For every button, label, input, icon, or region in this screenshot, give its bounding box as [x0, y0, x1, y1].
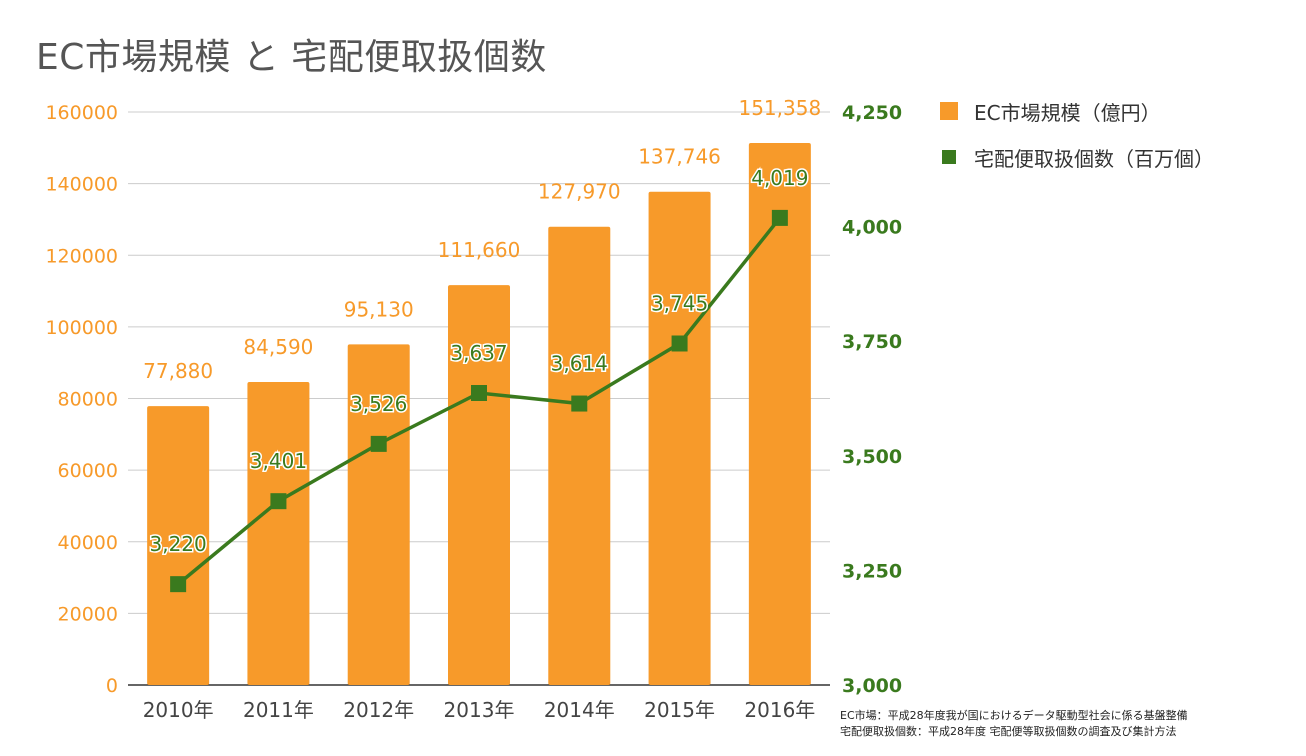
line-point: [170, 576, 187, 593]
left-tick-label: 0: [106, 675, 118, 697]
source-line-ec: EC市場：平成28年度我が国におけるデータ駆動型社会に係る基盤整備: [840, 709, 1188, 722]
x-tick-label: 2011年: [243, 698, 314, 722]
line-point: [671, 335, 688, 352]
line-point: [270, 493, 287, 510]
line-data-label: 3,401: [250, 449, 307, 473]
line-point: [771, 209, 788, 226]
bar-data-label: 127,970: [538, 180, 621, 204]
legend-label-delivery: 宅配便取扱個数（百万個）: [974, 146, 1214, 171]
line-data-label: 4,019: [751, 166, 808, 190]
chart-title: EC市場規模 と 宅配便取扱個数: [36, 37, 547, 78]
line-data-label: 3,614: [551, 352, 608, 376]
left-tick-label: 20000: [58, 603, 118, 625]
bar-data-label: 77,880: [143, 359, 213, 383]
left-tick-label: 80000: [58, 389, 118, 411]
left-tick-label: 140000: [45, 174, 118, 196]
right-tick-label: 4,250: [842, 102, 902, 124]
bar: [648, 191, 711, 685]
right-tick-label: 3,000: [842, 675, 902, 697]
bar-data-label: 111,660: [438, 238, 521, 262]
line-point: [471, 384, 487, 401]
legend-label-ec: EC市場規模（億円）: [974, 100, 1161, 125]
bar: [548, 226, 611, 685]
right-tick-label: 3,250: [842, 560, 902, 582]
right-tick-label: 3,750: [842, 331, 902, 353]
x-tick-label: 2013年: [444, 698, 515, 722]
line-data-label: 3,637: [450, 341, 507, 365]
left-tick-label: 100000: [45, 317, 118, 339]
left-tick-label: 40000: [58, 532, 118, 554]
x-tick-label: 2014年: [544, 698, 615, 722]
bar-data-label: 95,130: [344, 297, 414, 321]
legend-swatch-delivery: [942, 150, 956, 164]
line-data-label: 3,745: [651, 291, 708, 315]
x-tick-label: 2012年: [343, 698, 414, 722]
source-note: EC市場：平成28年度我が国におけるデータ駆動型社会に係る基盤整備 宅配便取扱個…: [840, 708, 1188, 740]
legend-swatch-ec: [940, 102, 958, 120]
bar-data-label: 151,358: [738, 96, 821, 120]
line-data-label: 3,526: [350, 392, 407, 416]
line-point: [370, 435, 387, 452]
bar: [247, 382, 310, 685]
bar: [448, 285, 510, 685]
line-data-label: 3,220: [150, 532, 207, 556]
bar: [748, 142, 811, 685]
left-tick-label: 60000: [58, 460, 118, 482]
bar-data-label: 84,590: [243, 335, 313, 359]
x-tick-label: 2010年: [143, 698, 214, 722]
right-tick-label: 3,500: [842, 446, 902, 468]
bar-data-label: 137,746: [638, 145, 721, 169]
legend: EC市場規模（億円） 宅配便取扱個数（百万個）: [940, 96, 1214, 188]
right-tick-label: 4,000: [842, 217, 902, 239]
left-tick-label: 160000: [45, 102, 118, 124]
bar: [147, 406, 210, 685]
x-tick-label: 2015年: [644, 698, 715, 722]
x-tick-label: 2016年: [744, 698, 815, 722]
left-tick-label: 120000: [45, 245, 118, 267]
line-point: [571, 395, 588, 412]
bar: [347, 344, 410, 685]
legend-item-ec: EC市場規模（億円）: [940, 96, 1214, 126]
legend-item-delivery: 宅配便取扱個数（百万個）: [940, 142, 1214, 172]
source-line-delivery: 宅配便取扱個数：平成28年度 宅配便等取扱個数の調査及び集計方法: [840, 725, 1177, 738]
